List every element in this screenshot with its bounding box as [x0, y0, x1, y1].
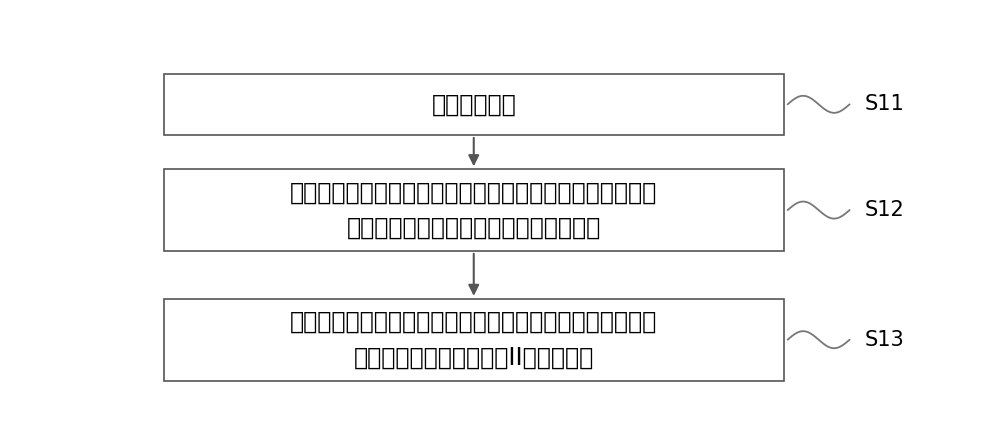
Text: S11: S11	[865, 94, 905, 114]
Text: S12: S12	[865, 200, 905, 220]
Text: 利用所述焦场整形后的激光束对待加工样品进行多次原位扫
描，得到耐高温低损耗的II型双线波导: 利用所述焦场整形后的激光束对待加工样品进行多次原位扫 描，得到耐高温低损耗的II…	[290, 310, 657, 369]
Text: 利用空间光调制器对高斯光束进行焦场整形，得到沿激光传
播方向上呈双焦点光强分布的三维光焦场: 利用空间光调制器对高斯光束进行焦场整形，得到沿激光传 播方向上呈双焦点光强分布的…	[290, 180, 657, 240]
FancyBboxPatch shape	[164, 74, 784, 135]
FancyBboxPatch shape	[164, 299, 784, 381]
Text: 得到高斯光束: 得到高斯光束	[431, 92, 516, 117]
FancyBboxPatch shape	[164, 169, 784, 251]
Text: S13: S13	[865, 330, 905, 350]
